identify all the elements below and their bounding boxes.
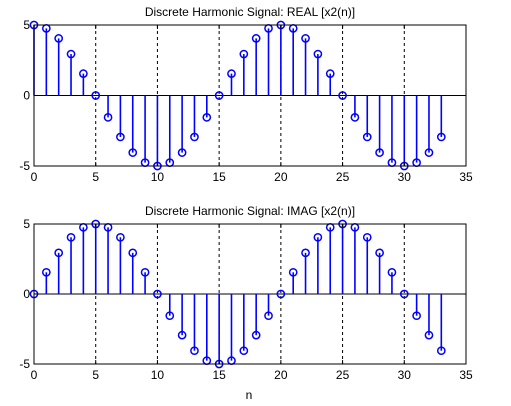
- real-stem-marker: [301, 34, 310, 43]
- imag-stem-marker: [362, 232, 372, 242]
- real-x-tick-label: 10: [151, 170, 165, 184]
- imag-y-tick-label: 0: [23, 287, 30, 301]
- real-stem-marker: [128, 148, 138, 157]
- real-stem-marker: [227, 69, 236, 78]
- real-stem-marker: [313, 49, 323, 59]
- real-stem-marker: [214, 91, 224, 100]
- imag-part-subplot: Discrete Harmonic Signal: IMAG [x2(n)] n…: [19, 204, 473, 402]
- imag-stem-marker: [54, 248, 64, 258]
- imag-stem-marker: [116, 232, 125, 242]
- imag-y-tick-label: -5: [19, 357, 30, 371]
- real-x-tick-label: 35: [459, 170, 473, 184]
- real-stem-marker: [177, 148, 187, 157]
- real-y-tick-label: -5: [19, 159, 30, 173]
- real-stem-marker: [54, 34, 64, 43]
- imag-stem-marker: [251, 330, 261, 340]
- real-stem-marker: [350, 113, 360, 122]
- imag-x-tick-label: 0: [31, 368, 38, 382]
- real-x-tick-label: 20: [274, 170, 288, 184]
- imag-x-tick-label: 25: [336, 368, 350, 382]
- imag-stem-marker: [128, 248, 138, 258]
- imag-x-tick-label: 20: [274, 368, 288, 382]
- real-stem-marker: [436, 132, 446, 142]
- real-stem-marker: [239, 49, 249, 59]
- imag-x-tick-label: 30: [398, 368, 412, 382]
- real-part-subplot: Discrete Harmonic Signal: REAL [x2(n)] 0…: [19, 5, 473, 184]
- real-stem-marker: [362, 132, 372, 142]
- real-y-tick-label: 5: [23, 18, 30, 32]
- imag-stem-marker: [165, 311, 175, 321]
- real-stem-marker: [190, 132, 199, 142]
- imag-stem-marker: [153, 289, 162, 299]
- real-stem-marker: [103, 113, 113, 122]
- imag-stem-marker: [41, 267, 51, 277]
- real-stem-marker: [202, 113, 212, 122]
- imag-x-tick-label: 15: [212, 368, 226, 382]
- imag-y-tick-label: 5: [23, 217, 30, 231]
- imag-plot-title: Discrete Harmonic Signal: IMAG [x2(n)]: [145, 204, 355, 218]
- imag-stem-marker: [66, 232, 76, 242]
- imag-stem-marker: [301, 248, 310, 258]
- real-stem-marker: [79, 69, 88, 78]
- imag-stem-marker: [276, 289, 286, 299]
- imag-stem-marker: [140, 267, 150, 277]
- real-stem-marker: [251, 34, 261, 43]
- imag-plot-xlabel: n: [246, 388, 253, 402]
- imag-stem-marker: [375, 248, 384, 258]
- real-stem-marker: [338, 91, 347, 100]
- real-stem-marker: [66, 49, 76, 59]
- real-stem-marker: [116, 132, 125, 142]
- real-x-tick-label: 0: [31, 170, 38, 184]
- imag-x-tick-label: 35: [459, 368, 473, 382]
- real-x-tick-label: 30: [398, 170, 412, 184]
- imag-stem-marker: [313, 232, 323, 242]
- real-stem-marker: [91, 91, 101, 100]
- imag-stem-marker: [239, 346, 249, 356]
- imag-stem-marker: [436, 346, 446, 356]
- imag-stem-marker: [424, 330, 434, 340]
- imag-stem-marker: [399, 289, 409, 299]
- imag-x-tick-label: 10: [151, 368, 165, 382]
- real-y-tick-label: 0: [23, 89, 30, 103]
- real-x-tick-label: 25: [336, 170, 350, 184]
- real-x-tick-label: 5: [92, 170, 99, 184]
- imag-x-tick-label: 5: [92, 368, 99, 382]
- imag-stem-marker: [412, 311, 421, 321]
- imag-stem-marker: [288, 267, 298, 277]
- real-stem-marker: [424, 148, 434, 157]
- real-plot-title: Discrete Harmonic Signal: REAL [x2(n)]: [145, 5, 355, 19]
- real-x-tick-label: 15: [212, 170, 226, 184]
- real-stem-marker: [325, 69, 335, 78]
- imag-stem-marker: [177, 330, 187, 340]
- imag-stem-marker: [387, 267, 397, 277]
- real-stem-marker: [375, 148, 384, 157]
- imag-stem-marker: [190, 346, 199, 356]
- imag-stem-marker: [264, 311, 273, 321]
